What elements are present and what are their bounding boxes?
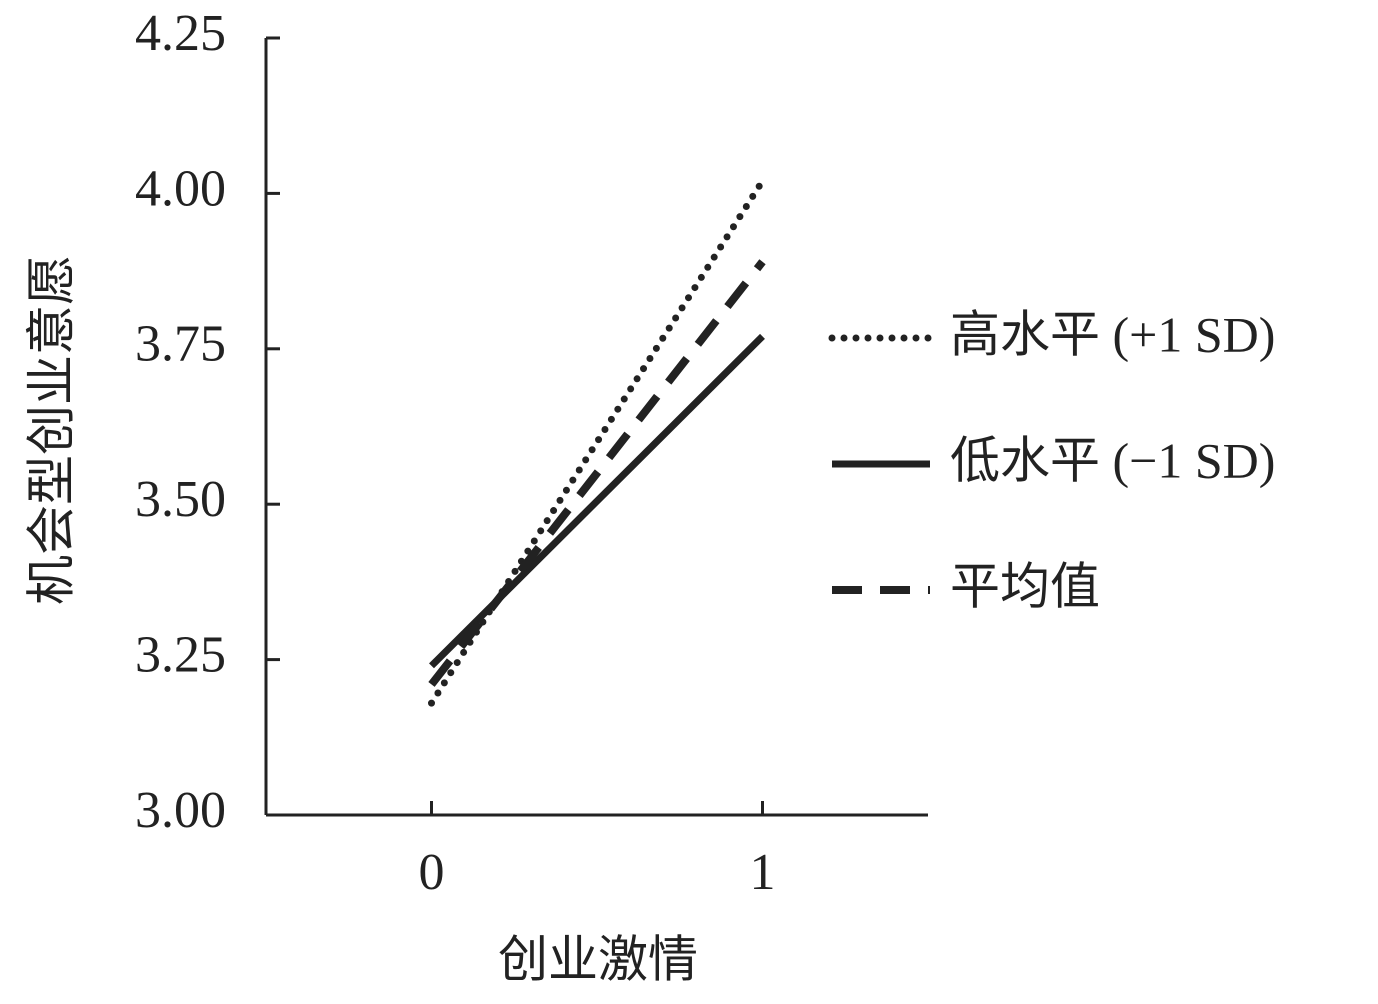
y-tick-label: 4.25 (135, 5, 226, 62)
x-tick-label: 1 (750, 844, 776, 901)
y-tick-label: 4.00 (135, 160, 226, 217)
series-line (428, 177, 766, 707)
legend-label: 高水平 (+1 SD) (950, 306, 1275, 362)
y-tick-label: 3.75 (135, 316, 226, 373)
y-tick-label: 3.50 (135, 471, 226, 528)
series-line (428, 259, 766, 687)
y-tick-label: 3.25 (135, 627, 226, 684)
y-axis-title: 机会型创业意愿 (23, 255, 81, 605)
x-axis-title: 创业激情 (498, 931, 698, 989)
legend-label: 平均值 (950, 558, 1100, 614)
series-line (429, 333, 765, 669)
y-tick-label: 3.00 (135, 782, 226, 839)
x-tick-label: 0 (419, 844, 445, 901)
legend-label: 低水平 (−1 SD) (950, 432, 1275, 488)
